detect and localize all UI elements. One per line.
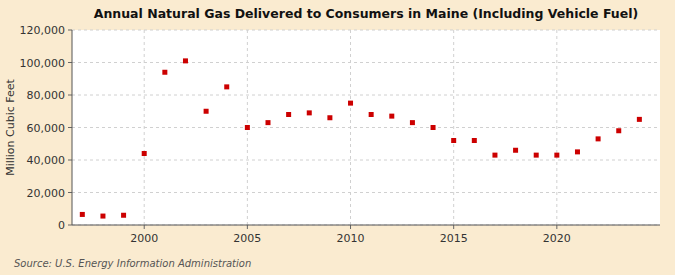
chart: 0 20,000 40,000 60,000 80,000 100,000 120,000 2… [0, 0, 675, 275]
grid [72, 30, 660, 225]
tick-mark [68, 160, 72, 161]
tick-label: 2005 [233, 232, 261, 245]
source-note: Source: U.S. Energy Information Administ… [14, 258, 251, 269]
tick-label: 2010 [337, 232, 365, 245]
point [513, 148, 518, 153]
point [492, 153, 497, 158]
grid-line [72, 95, 660, 96]
point [616, 128, 621, 133]
tick-mark [68, 30, 72, 31]
point [554, 153, 559, 158]
tick-label: 2020 [543, 232, 571, 245]
point [183, 58, 188, 63]
tick-label: 80,000 [27, 89, 66, 102]
point [327, 115, 332, 120]
tick-mark [68, 95, 72, 96]
point [224, 84, 229, 89]
tick-label: 100,000 [20, 57, 66, 70]
point [162, 70, 167, 75]
point [410, 120, 415, 125]
y-axis-label: Million Cubic Feet [4, 78, 17, 175]
x-axis-line [72, 225, 660, 226]
grid-line [144, 30, 145, 225]
points [80, 58, 642, 218]
title: Annual Natural Gas Delivered to Consumer… [94, 6, 638, 21]
tick-mark [350, 225, 351, 229]
chart-container: 0 20,000 40,000 60,000 80,000 100,000 120,000 2… [0, 0, 675, 275]
tick-label: 40,000 [27, 154, 66, 167]
point [286, 112, 291, 117]
point [637, 117, 642, 122]
tick-mark [68, 62, 72, 63]
grid-line [72, 160, 660, 161]
tick-mark [68, 192, 72, 193]
point [142, 151, 147, 156]
point [204, 109, 209, 114]
grid-line [72, 127, 660, 128]
tick-label: 60,000 [27, 122, 66, 135]
point [266, 120, 271, 125]
point [534, 153, 539, 158]
tick-mark [144, 225, 145, 229]
point [575, 149, 580, 154]
grid-line [350, 30, 351, 225]
point [596, 136, 601, 141]
grid-line [72, 30, 660, 31]
grid-line [453, 30, 454, 225]
grid-line [72, 62, 660, 63]
tick-mark [68, 225, 72, 226]
point [307, 110, 312, 115]
grid-line [72, 225, 660, 226]
y-axis-line [72, 30, 73, 225]
tick-mark [247, 225, 248, 229]
point [245, 125, 250, 130]
tick-label: 2015 [440, 232, 468, 245]
tick-mark [453, 225, 454, 229]
grid-line [72, 192, 660, 193]
tick-label: 2000 [130, 232, 158, 245]
tick-label: 0 [58, 219, 65, 232]
point [348, 101, 353, 106]
grid-line [556, 30, 557, 225]
axes: 0 20,000 40,000 60,000 80,000 100,000 120,000 2… [20, 24, 661, 245]
tick-label: 20,000 [27, 187, 66, 200]
point [389, 114, 394, 119]
point [121, 213, 126, 218]
point [100, 214, 105, 219]
point [451, 138, 456, 143]
tick-mark [556, 225, 557, 229]
plot-area [72, 30, 660, 225]
point [431, 125, 436, 130]
point [369, 112, 374, 117]
point [472, 138, 477, 143]
tick-label: 120,000 [20, 24, 66, 37]
tick-mark [68, 127, 72, 128]
point [80, 212, 85, 217]
